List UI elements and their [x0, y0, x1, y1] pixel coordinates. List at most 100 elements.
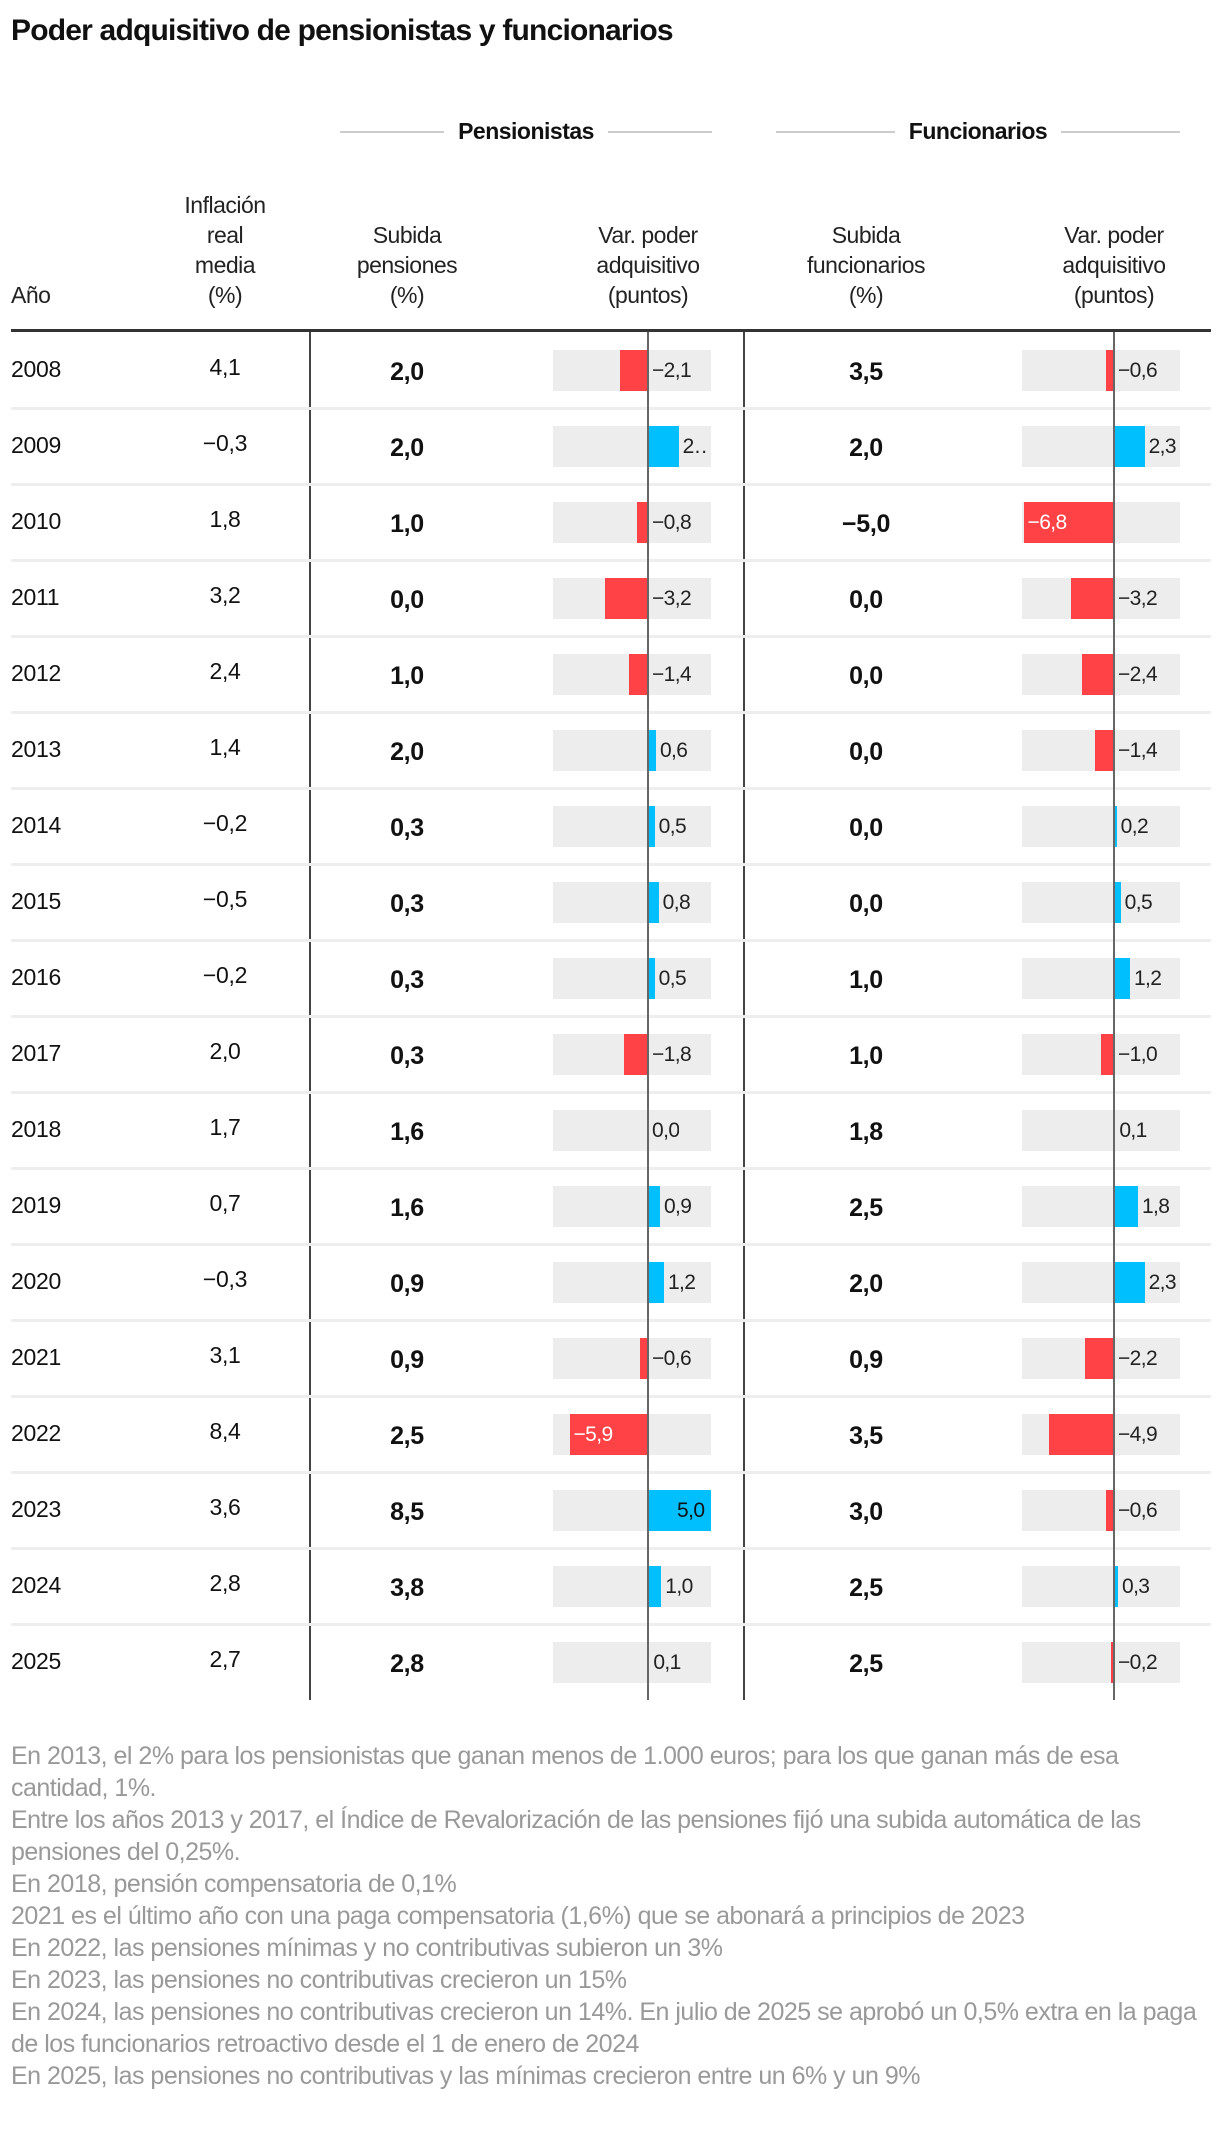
divider — [340, 130, 445, 133]
func-var-bar-label: 0,5 — [1124, 891, 1153, 914]
cell-inflation: 1,8 — [209, 506, 241, 532]
pension-var-bar — [648, 806, 655, 847]
row-separator — [11, 483, 1211, 486]
pension-var-bar-label: 0,1 — [653, 1651, 681, 1674]
cell-inflation: 3,2 — [209, 582, 241, 608]
row-separator — [11, 1167, 1211, 1170]
func-var-bar — [1048, 1414, 1114, 1455]
zero-axis-line — [1113, 332, 1115, 1700]
cell-year: 2024 — [11, 1572, 61, 1598]
cell-pension-rise: 0,3 — [390, 1042, 424, 1070]
cell-pension-rise: 8,5 — [390, 1498, 424, 1526]
func-var-bar-label: 0,2 — [1120, 815, 1149, 838]
pension-var-bar-background — [553, 882, 711, 923]
func-var-bar-label: 2,3 — [1148, 435, 1176, 458]
cell-func-rise: 0,0 — [849, 814, 883, 842]
cell-func-rise: 2,5 — [849, 1650, 883, 1678]
row-separator — [11, 559, 1211, 562]
func-var-bar-label: −1,4 — [1118, 739, 1158, 762]
row-separator — [11, 939, 1211, 942]
cell-pension-rise: 2,0 — [390, 358, 424, 386]
header-func-rise: (%) — [848, 282, 884, 308]
header-year: Año — [11, 282, 51, 308]
pension-var-bar-label: 0,9 — [663, 1195, 692, 1218]
cell-func-rise: 1,0 — [849, 1042, 883, 1070]
pension-var-bar — [637, 502, 648, 543]
header-inflation: Inflación — [184, 192, 266, 218]
row-separator — [11, 1547, 1211, 1550]
func-var-bar-background — [1022, 882, 1180, 923]
cell-year: 2020 — [11, 1268, 61, 1294]
cell-func-rise: 0,0 — [849, 662, 883, 690]
cell-pension-rise: 2,0 — [390, 738, 424, 766]
cell-year: 2011 — [11, 584, 60, 610]
row-separator — [11, 1091, 1211, 1094]
footnote: En 2024, las pensiones no contributivas … — [11, 1998, 1197, 2058]
cell-pension-rise: 3,8 — [390, 1574, 424, 1602]
pension-var-bar — [605, 578, 648, 619]
row-separator — [11, 863, 1211, 866]
pension-var-bar — [648, 1262, 664, 1303]
func-var-bar-label: −1,0 — [1118, 1043, 1158, 1066]
func-var-bar — [1114, 882, 1121, 923]
header-pension-rise: Subida — [372, 222, 442, 248]
cell-inflation: 3,6 — [209, 1494, 241, 1520]
cell-year: 2013 — [11, 736, 61, 762]
pension-var-bar-background — [553, 426, 711, 467]
func-var-bar — [1114, 806, 1117, 847]
func-var-bar-label: 1,2 — [1133, 967, 1162, 990]
func-var-bar-label: 2,3 — [1148, 1271, 1176, 1294]
cell-func-rise: 0,0 — [849, 890, 883, 918]
func-var-bar-label: −0,6 — [1118, 1499, 1158, 1522]
header-inflation: (%) — [207, 282, 243, 308]
pension-var-bar-background — [553, 1110, 711, 1151]
pension-var-bar-label: 1,0 — [665, 1575, 693, 1598]
footnote: En 2018, pensión compensatoria de 0,1% — [11, 1870, 457, 1898]
cell-year: 2009 — [11, 432, 61, 458]
row-separator — [11, 711, 1211, 714]
header-inflation: media — [194, 252, 256, 278]
cell-year: 2008 — [11, 356, 61, 382]
pension-var-bar-label: 0,0 — [652, 1119, 680, 1142]
header-pension-var: (puntos) — [607, 282, 689, 308]
footnote: En 2022, las pensiones mínimas y no cont… — [11, 1934, 723, 1962]
pension-var-bar-label: 0,6 — [659, 739, 688, 762]
func-var-bar-background — [1022, 1566, 1180, 1607]
cell-pension-rise: 0,9 — [390, 1270, 424, 1298]
func-var-bar — [1111, 1642, 1114, 1683]
pension-var-bar — [624, 1034, 648, 1075]
footnote: 2021 es el último año con una paga compe… — [11, 1902, 1025, 1930]
func-var-bar-label: 0,3 — [1121, 1575, 1150, 1598]
pension-var-bar-background — [553, 1186, 711, 1227]
pension-var-bar — [648, 730, 656, 771]
cell-inflation: 2,4 — [209, 658, 241, 684]
pension-var-bar — [648, 1566, 662, 1607]
row-separator — [11, 787, 1211, 790]
cell-inflation: 3,1 — [209, 1342, 241, 1368]
group-label-funcionarios: Funcionarios — [908, 118, 1048, 144]
header-pension-rise: pensiones — [356, 252, 458, 278]
cell-inflation: 2,0 — [209, 1038, 241, 1064]
header-func-var: (puntos) — [1073, 282, 1155, 308]
header-func-rise: funcionarios — [806, 252, 926, 278]
cell-year: 2023 — [11, 1496, 61, 1522]
cell-inflation: 1,7 — [209, 1114, 241, 1140]
func-var-bar — [1100, 1034, 1114, 1075]
header-func-var: adquisitivo — [1062, 252, 1166, 278]
func-var-bar-background — [1022, 350, 1180, 391]
cell-func-rise: 0,0 — [849, 586, 883, 614]
cell-inflation: −0,3 — [202, 430, 248, 456]
pension-var-bar-label: −3,2 — [652, 587, 692, 610]
func-var-bar — [1114, 1186, 1138, 1227]
cell-pension-rise: 1,6 — [390, 1118, 424, 1146]
func-var-bar-label: −0,2 — [1118, 1651, 1158, 1674]
func-var-bar — [1114, 958, 1130, 999]
cell-func-rise: 0,0 — [849, 738, 883, 766]
cell-year: 2015 — [11, 888, 61, 914]
cell-year: 2019 — [11, 1192, 61, 1218]
func-var-bar — [1114, 1262, 1145, 1303]
footnote: Entre los años 2013 y 2017, el Índice de… — [11, 1806, 1141, 1866]
divider — [607, 130, 713, 133]
cell-inflation: −0,5 — [202, 886, 248, 912]
cell-inflation: 1,4 — [209, 734, 241, 760]
